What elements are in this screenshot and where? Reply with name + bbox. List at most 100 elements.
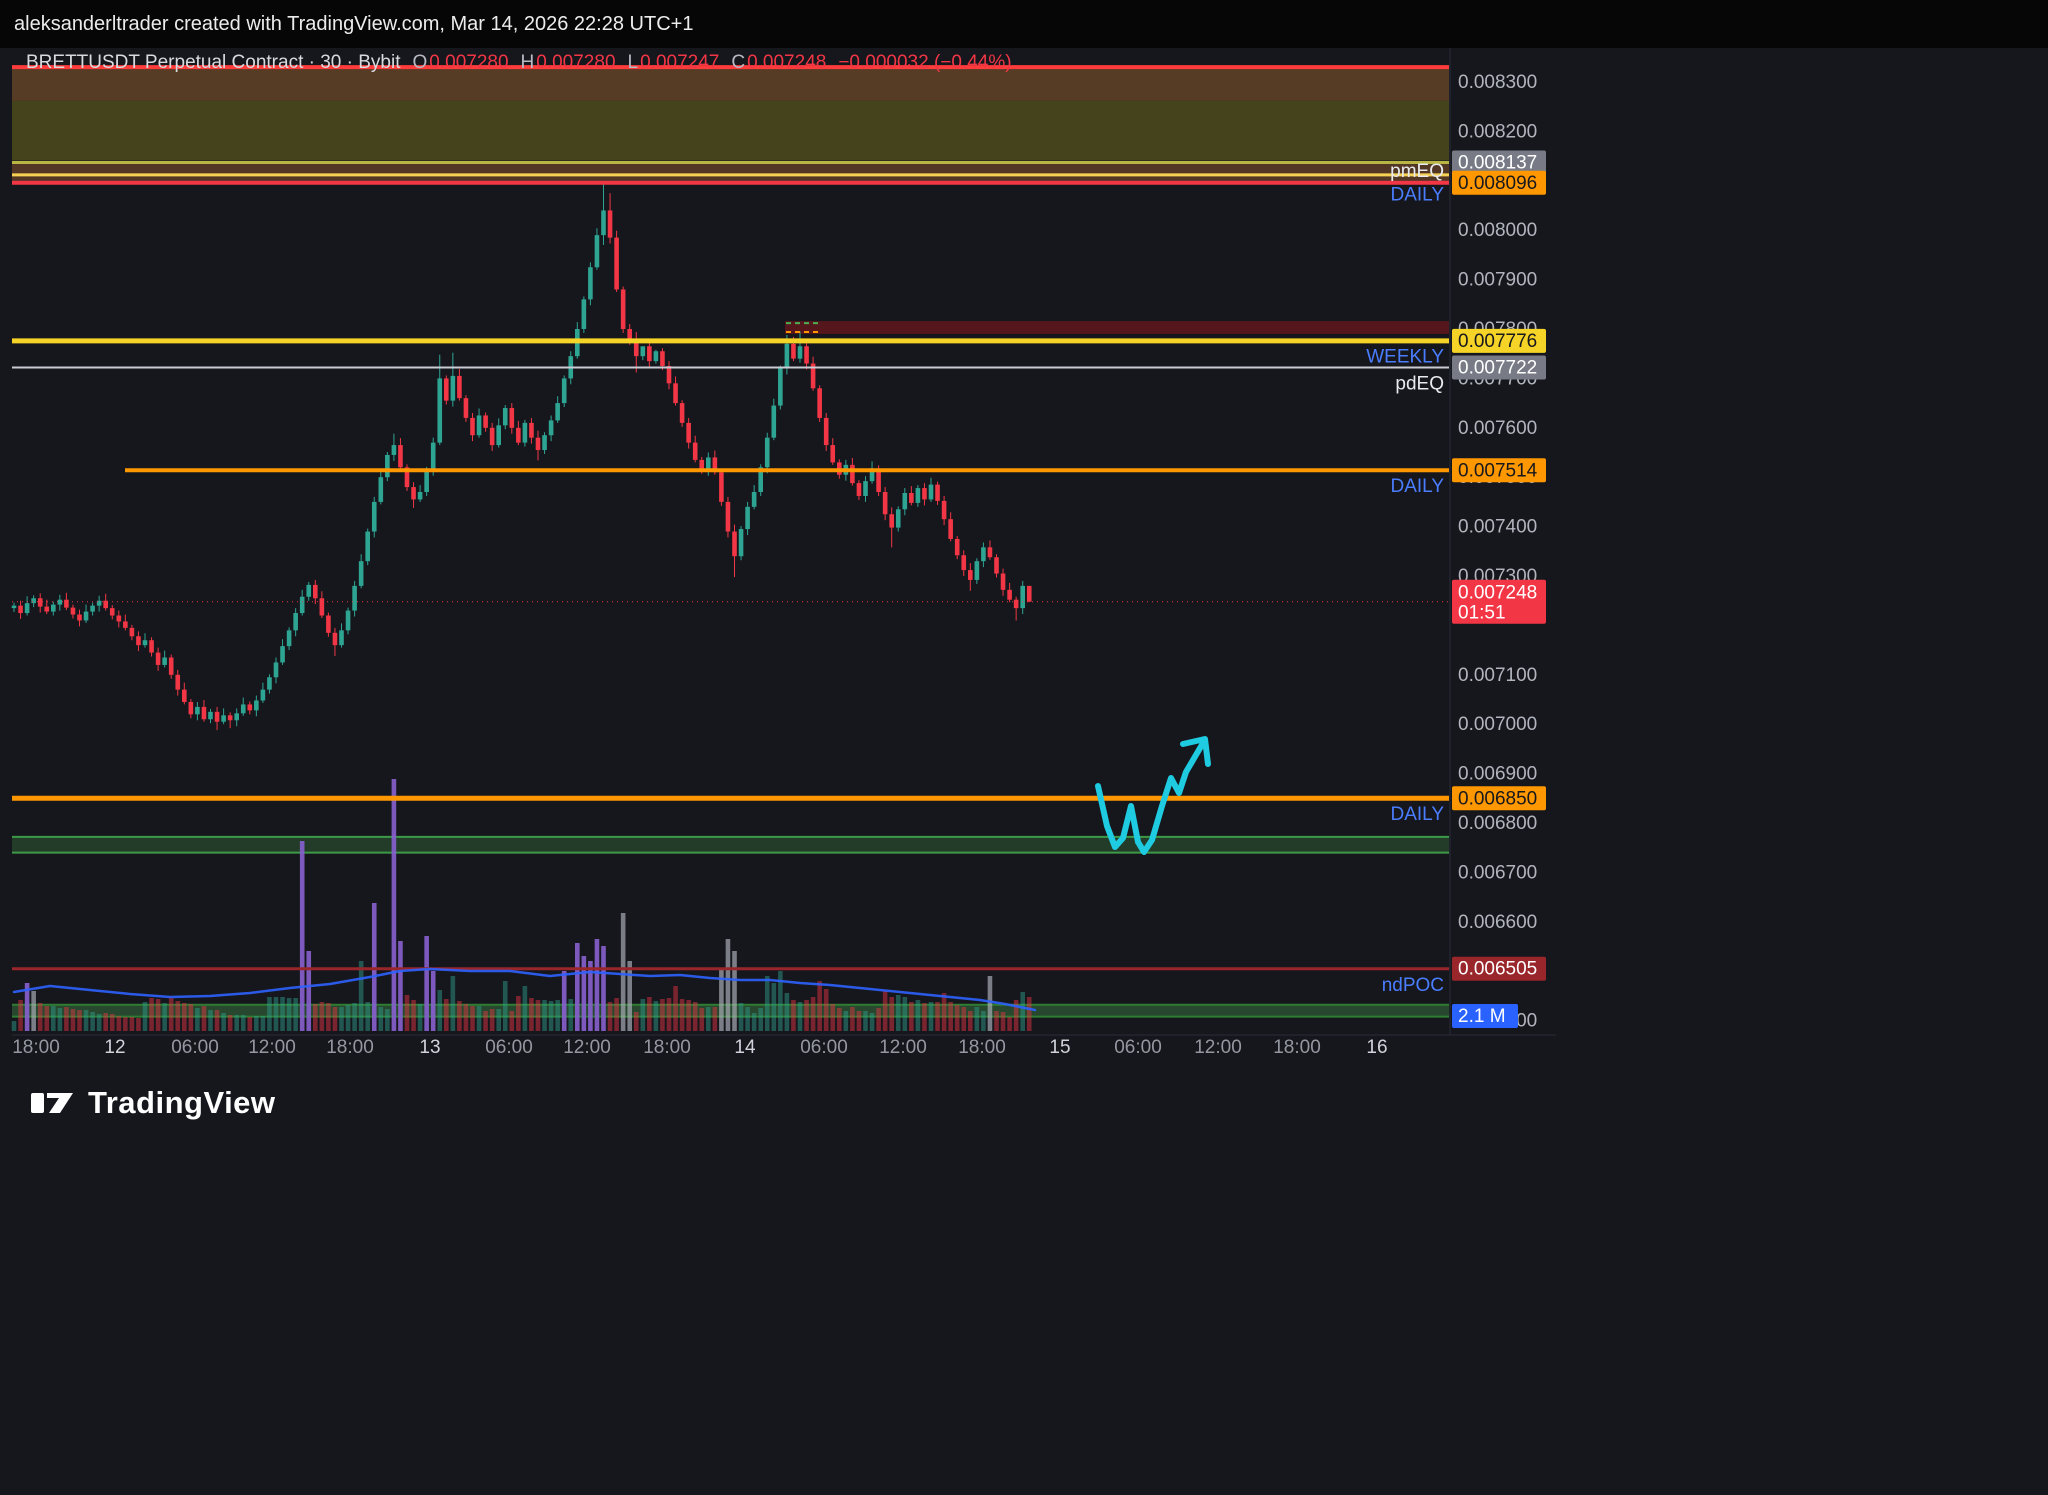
svg-text:0.006850: 0.006850 [1458,788,1537,809]
candle [254,695,259,717]
volume-bar [614,998,619,1031]
time-axis-tick: 18:00 [958,1037,1006,1058]
candle [371,496,377,538]
volume-bar [935,1002,940,1031]
candle [51,601,56,616]
volume-bar [548,1001,554,1031]
candle [77,609,82,627]
level-label: DAILY [1390,804,1444,825]
candle [496,418,501,448]
axes-layer: 0.0083000.0082000.0080000.0079000.007800… [12,48,1556,1058]
volume-bar [653,1001,659,1031]
candle [339,623,344,648]
ohlc-high: H 0.007280 [521,52,616,74]
chart-plot-area[interactable] [12,48,1449,1035]
level-label: DAILY [1390,476,1444,497]
drawings-layer [1095,736,1211,855]
candle [653,349,659,364]
time-axis-tick: 06:00 [1114,1037,1162,1058]
candle [201,699,207,722]
candle [607,193,613,244]
volume-bar [385,1009,390,1031]
volume-bar [129,1017,135,1031]
volume-bar [463,1004,469,1031]
time-axis-tick: 13 [419,1037,440,1058]
symbol-title[interactable]: BRETTUSDT Perpetual Contract · 30 · Bybi… [26,52,401,73]
price-axis-label: 0.007776 [1452,328,1546,353]
candle [686,417,691,449]
candle [660,348,665,371]
open-value: 0.007280 [429,52,509,73]
volume-bar [162,1003,167,1031]
high-label: H [520,52,535,73]
candle [70,604,76,619]
time-axis[interactable] [12,1035,1450,1061]
volume-bar [64,1007,69,1031]
volume-bar [1007,1017,1012,1031]
volume-bar [293,998,298,1031]
candle [535,430,541,461]
candle [522,419,528,447]
volume-bar [267,997,272,1031]
candle [175,669,181,696]
volume-bar [57,1008,63,1031]
volume-bar [24,983,30,1031]
trend-arrow-drawing[interactable] [1095,736,1211,855]
volume-bar [326,1003,331,1031]
volume-layer [11,779,1032,1031]
volume-bar [201,1006,207,1031]
candle [227,712,233,729]
candle [764,432,770,474]
volume-bar [575,943,580,1031]
volume-bar [18,1000,23,1031]
level-zone-upper-brown-zone-2[interactable] [12,164,1449,181]
svg-text:2.1 M: 2.1 M [1458,1006,1506,1027]
volume-bar [863,1011,868,1031]
low-value: 0.007247 [640,52,720,73]
volume-bar [895,995,901,1031]
volume-bar [699,1008,705,1031]
topbar-credit: aleksanderltrader created with TradingVi… [14,13,694,35]
candle [954,535,960,560]
tradingview-logo[interactable]: TradingView [30,1083,276,1123]
volume-bar [208,1010,213,1031]
candle [483,412,488,432]
candles-layer [11,181,1032,731]
svg-text:0.006505: 0.006505 [1458,959,1537,980]
candle [378,470,384,505]
volume-bar [581,956,587,1031]
candle [987,540,993,560]
level-zone-upper-brown-zone[interactable] [12,67,1449,101]
candle [502,405,508,430]
candle [332,627,338,657]
candle [90,602,95,616]
candle [417,485,423,502]
candle [234,708,239,727]
candle [182,682,187,705]
time-axis-tick: 06:00 [171,1037,219,1058]
candle [830,438,836,465]
candle [64,592,69,611]
arrow-head [1180,736,1211,767]
volume-bar [673,986,678,1031]
volume-bar [470,1006,475,1031]
volume-bar [738,1003,744,1031]
tradingview-icon [31,1093,73,1113]
candle [247,701,253,715]
level-zone-bottom-green-zone[interactable] [12,1004,1449,1017]
candle [352,580,357,617]
volume-bar [221,1013,226,1031]
candle [221,708,226,725]
price-axis[interactable] [1451,48,1556,1035]
level-zone-upper-olive-zone[interactable] [12,100,1449,161]
svg-text:0.007514: 0.007514 [1458,460,1538,481]
price-axis-label: 0.008096 [1452,170,1546,195]
time-axis-tick: 12:00 [248,1037,296,1058]
volume-bar [751,1013,757,1031]
candle [745,501,750,535]
volume-bar [889,997,894,1031]
level-zone-demand-zone[interactable] [12,836,1449,853]
level-zone-supply-box[interactable] [785,321,1449,334]
volume-bar [391,779,397,1031]
